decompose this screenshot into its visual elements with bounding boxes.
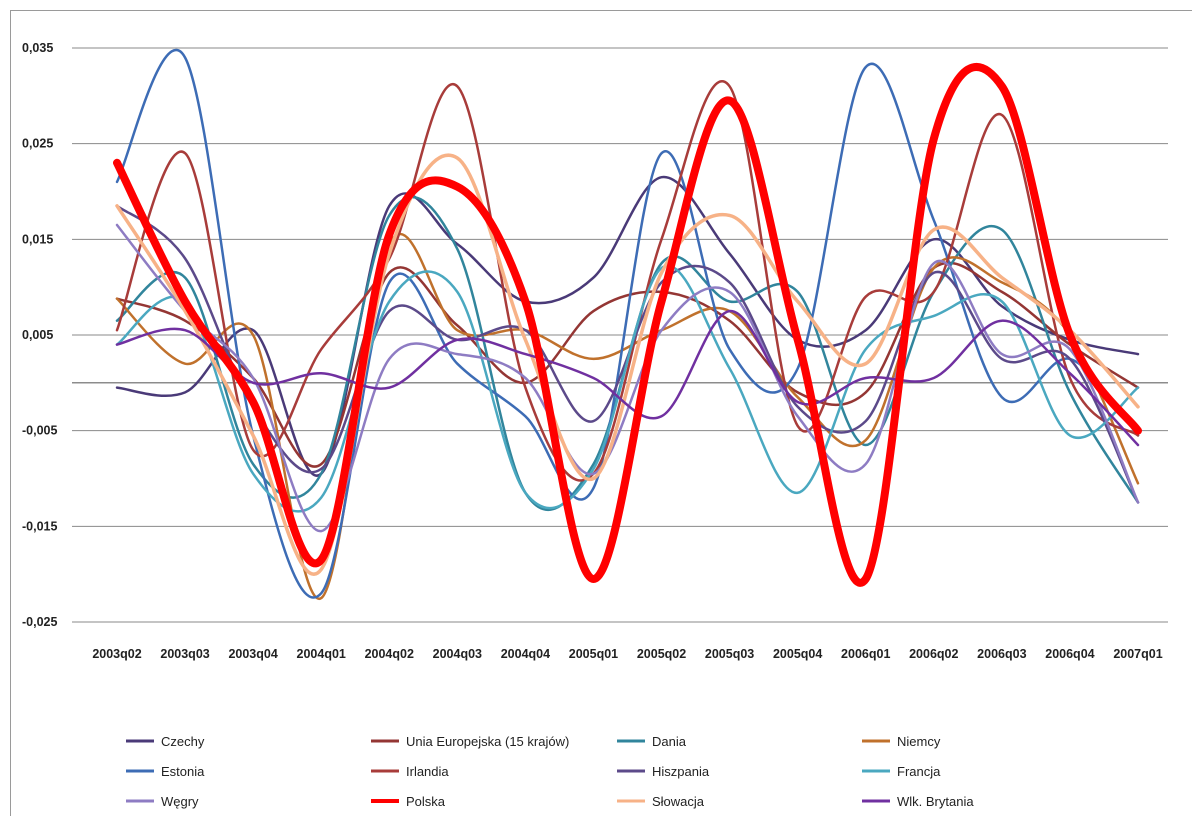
legend-label: Hiszpania <box>652 764 710 779</box>
x-tick-label: 2003q04 <box>228 647 277 661</box>
x-tick-label: 2006q03 <box>977 647 1026 661</box>
x-tick-label: 2005q01 <box>569 647 618 661</box>
x-tick-label: 2004q03 <box>433 647 482 661</box>
legend-label: Węgry <box>161 794 199 809</box>
x-tick-label: 2003q03 <box>160 647 209 661</box>
legend-item: Czechy <box>126 734 205 749</box>
series-lines <box>113 48 1142 600</box>
legend-item: Hiszpania <box>617 764 710 779</box>
y-tick-label: -0,005 <box>22 424 57 438</box>
gridlines <box>72 47 1168 623</box>
x-tick-label: 2005q03 <box>705 647 754 661</box>
x-tick-label: 2006q01 <box>841 647 890 661</box>
series-line-w-gry <box>115 223 1140 533</box>
x-tick-label: 2005q04 <box>773 647 822 661</box>
y-tick-label: 0,025 <box>22 137 53 151</box>
y-tick-label: 0,035 <box>22 41 53 55</box>
x-tick-label: 2006q02 <box>909 647 958 661</box>
legend-label: Polska <box>406 794 446 809</box>
legend-item: Irlandia <box>371 764 449 779</box>
series-line-estonia <box>115 48 1140 599</box>
legend-item: Francja <box>862 764 941 779</box>
legend: Czechy Unia Europejska (15 krajów) Dania Ni… <box>126 734 974 809</box>
legend-item: Niemcy <box>862 734 941 749</box>
legend-item: Wlk. Brytania <box>862 794 974 809</box>
legend-item: Słowacja <box>617 794 705 809</box>
legend-label: Estonia <box>161 764 205 779</box>
legend-item: Polska <box>371 794 446 809</box>
legend-item: Estonia <box>126 764 205 779</box>
chart-frame <box>10 10 1192 816</box>
legend-label: Dania <box>652 734 687 749</box>
x-axis-ticks: 2003q02 2003q03 2003q04 2004q01 2004q02 2004q… <box>92 647 1162 661</box>
x-tick-label: 2003q02 <box>92 647 141 661</box>
legend-label: Czechy <box>161 734 205 749</box>
legend-item: Dania <box>617 734 687 749</box>
x-tick-label: 2007q01 <box>1113 647 1162 661</box>
y-tick-label: 0,015 <box>22 232 53 246</box>
series-line-wlk-brytania <box>115 309 1140 447</box>
series-line-polska <box>113 62 1142 587</box>
x-tick-label: 2005q02 <box>637 647 686 661</box>
legend-item: Unia Europejska (15 krajów) <box>371 734 569 749</box>
y-axis-ticks: 0,035 0,025 0,015 0,005 -0,005 -0,015 -0,025 <box>22 41 57 629</box>
legend-label: Niemcy <box>897 734 941 749</box>
legend-item: Węgry <box>126 794 199 809</box>
series-line-s-owacja <box>115 153 1140 576</box>
x-tick-label: 2004q04 <box>501 647 550 661</box>
legend-label: Irlandia <box>406 764 449 779</box>
legend-label: Wlk. Brytania <box>897 794 974 809</box>
legend-label: Unia Europejska (15 krajów) <box>406 734 569 749</box>
legend-label: Francja <box>897 764 941 779</box>
y-tick-label: 0,005 <box>22 328 53 342</box>
x-tick-label: 2004q01 <box>297 647 346 661</box>
x-tick-label: 2006q04 <box>1045 647 1094 661</box>
legend-label: Słowacja <box>652 794 705 809</box>
y-tick-label: -0,015 <box>22 519 57 533</box>
x-tick-label: 2004q02 <box>365 647 414 661</box>
y-tick-label: -0,025 <box>22 615 57 629</box>
